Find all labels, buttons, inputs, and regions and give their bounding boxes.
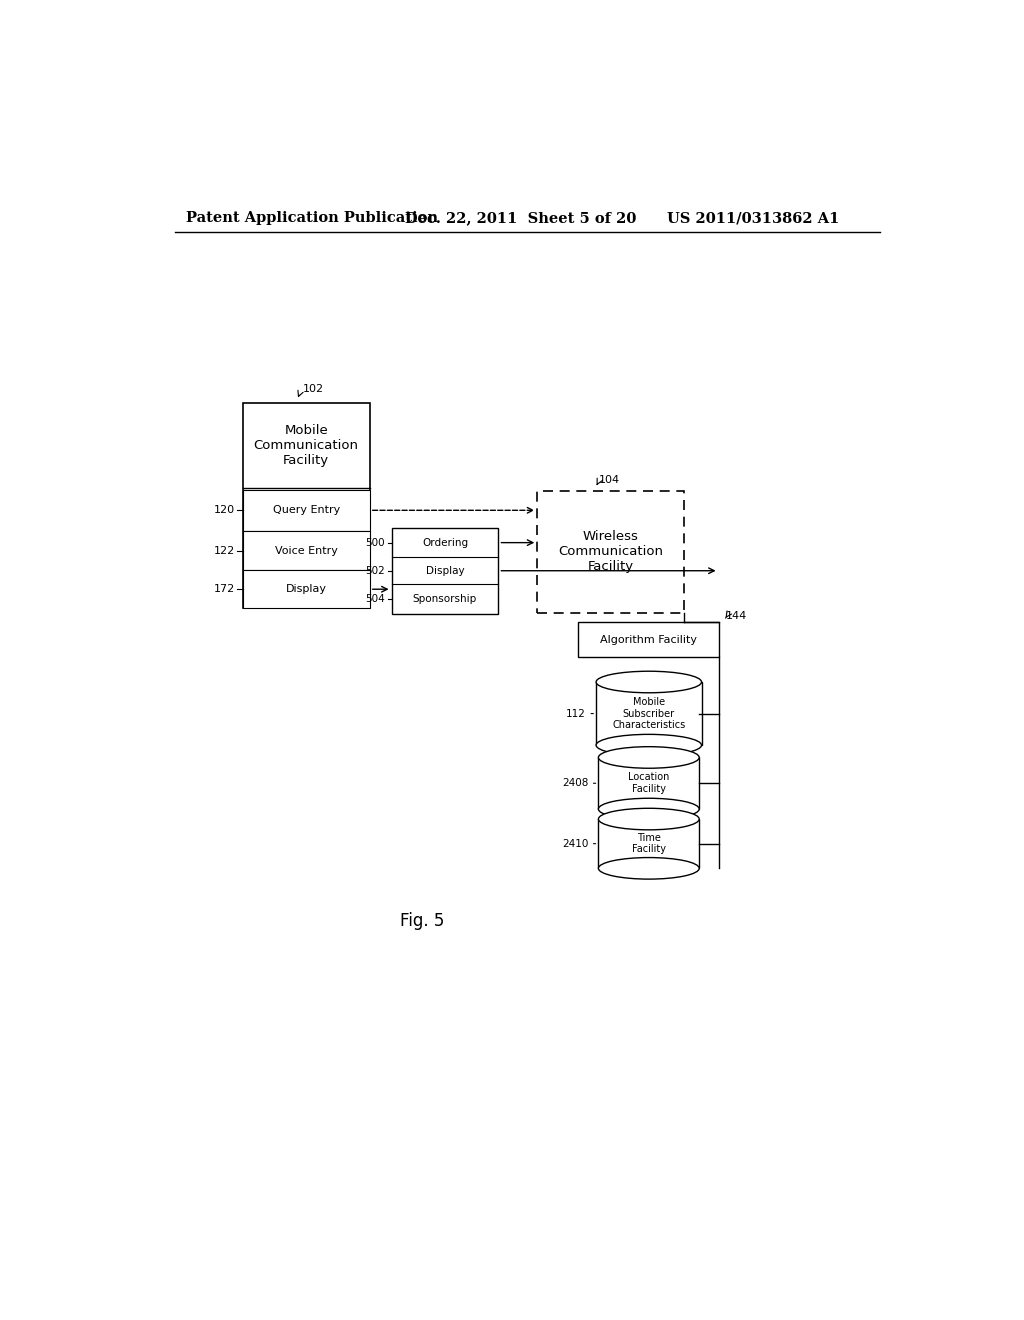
Text: Voice Entry: Voice Entry (274, 545, 338, 556)
Ellipse shape (598, 808, 699, 830)
Text: 502: 502 (366, 566, 385, 576)
Bar (243, 490, 370, 531)
Bar (243, 531, 370, 570)
Text: 120: 120 (214, 506, 234, 515)
Text: 104: 104 (599, 475, 621, 486)
Bar (538, 491, 684, 612)
Text: Time
Facility: Time Facility (632, 833, 666, 854)
Text: Patent Application Publication: Patent Application Publication (186, 211, 438, 226)
Text: US 2011/0313862 A1: US 2011/0313862 A1 (667, 211, 839, 226)
Bar (596, 682, 701, 744)
Text: Display: Display (286, 585, 327, 594)
Text: Display: Display (426, 566, 464, 576)
Ellipse shape (598, 799, 699, 820)
Ellipse shape (596, 671, 701, 693)
Text: Sponsorship: Sponsorship (413, 594, 477, 605)
Text: 122: 122 (214, 545, 234, 556)
Bar (243, 570, 370, 609)
Text: Algorithm Facility: Algorithm Facility (599, 635, 696, 644)
Bar (243, 404, 370, 609)
Text: Mobile
Subscriber
Characteristics: Mobile Subscriber Characteristics (612, 697, 685, 730)
Text: Fig. 5: Fig. 5 (400, 912, 444, 929)
Ellipse shape (596, 734, 701, 756)
Text: Mobile
Communication
Facility: Mobile Communication Facility (254, 424, 358, 467)
Text: 102: 102 (303, 384, 325, 395)
Text: 144: 144 (726, 611, 748, 620)
Bar (578, 622, 719, 657)
Ellipse shape (598, 858, 699, 879)
Text: 2408: 2408 (562, 779, 589, 788)
Text: Query Entry: Query Entry (272, 506, 340, 515)
Ellipse shape (598, 747, 699, 768)
Text: 112: 112 (566, 709, 586, 718)
Text: Ordering: Ordering (422, 537, 468, 548)
Text: 500: 500 (366, 537, 385, 548)
Bar (598, 758, 699, 809)
Text: 504: 504 (366, 594, 385, 605)
Text: Location
Facility: Location Facility (628, 772, 670, 795)
Text: Dec. 22, 2011  Sheet 5 of 20: Dec. 22, 2011 Sheet 5 of 20 (406, 211, 637, 226)
Text: 172: 172 (214, 585, 234, 594)
Bar (598, 818, 699, 869)
Text: Wireless
Communication
Facility: Wireless Communication Facility (558, 531, 664, 573)
Bar (391, 528, 499, 614)
Text: 2410: 2410 (562, 838, 589, 849)
